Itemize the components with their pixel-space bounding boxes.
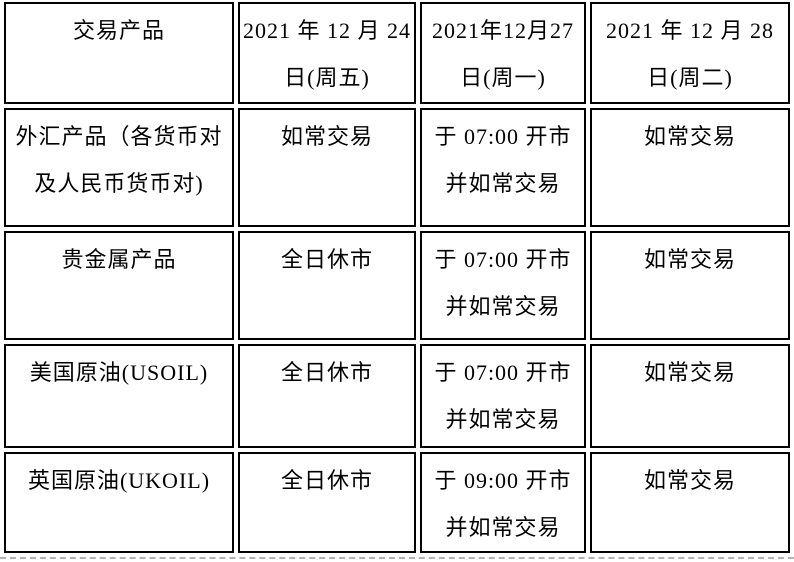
schedule-text: 如常交易 (643, 360, 736, 385)
header-text: 2021年12月27 (431, 18, 574, 43)
schedule-text: 并如常交易 (445, 515, 561, 540)
header-cell-date-dec28: 2021 年 12 月 28 日(周二) (590, 2, 790, 104)
header-cell-date-dec24: 2021 年 12 月 24 日(周五) (238, 2, 416, 104)
header-text: 日(周五) (284, 65, 370, 90)
schedule-text: 并如常交易 (445, 294, 561, 319)
schedule-cell: 于 07:00 开市 并如常交易 (420, 108, 586, 227)
header-cell-product: 交易产品 (4, 2, 234, 104)
schedule-cell: 如常交易 (590, 452, 790, 553)
schedule-cell: 如常交易 (590, 108, 790, 227)
product-name: 贵金属产品 (61, 247, 177, 272)
table-row-forex: 外汇产品（各货币对 及人民币货币对) 如常交易 于 07:00 开市 并如常交易… (4, 108, 790, 227)
table-row-us-oil: 美国原油(USOIL) 全日休市 于 07:00 开市 并如常交易 如常交易 (4, 344, 790, 448)
product-cell: 外汇产品（各货币对 及人民币货币对) (4, 108, 234, 227)
product-cell: 英国原油(UKOIL) (4, 452, 234, 553)
schedule-text: 如常交易 (643, 124, 736, 149)
schedule-cell: 如常交易 (238, 108, 416, 227)
schedule-text: 如常交易 (643, 468, 736, 493)
schedule-text: 并如常交易 (445, 171, 561, 196)
header-text: 2021 年 12 月 24 (242, 18, 411, 43)
schedule-cell: 如常交易 (590, 344, 790, 448)
schedule-text: 全日休市 (280, 468, 373, 493)
table-row-precious-metals: 贵金属产品 全日休市 于 07:00 开市 并如常交易 如常交易 (4, 231, 790, 340)
schedule-cell: 全日休市 (238, 452, 416, 553)
schedule-text: 于 09:00 开市 (434, 468, 572, 493)
product-cell: 美国原油(USOIL) (4, 344, 234, 448)
schedule-text: 全日休市 (280, 360, 373, 385)
product-name: 及人民币货币对) (34, 171, 204, 196)
schedule-cell: 于 07:00 开市 并如常交易 (420, 344, 586, 448)
product-cell: 贵金属产品 (4, 231, 234, 340)
schedule-text: 并如常交易 (445, 407, 561, 432)
schedule-text: 全日休市 (280, 247, 373, 272)
schedule-cell: 全日休市 (238, 344, 416, 448)
header-cell-date-dec27: 2021年12月27 日(周一) (420, 2, 586, 104)
header-text: 日(周二) (647, 65, 733, 90)
schedule-text: 如常交易 (280, 124, 373, 149)
table-row-uk-oil: 英国原油(UKOIL) 全日休市 于 09:00 开市 并如常交易 如常交易 (4, 452, 790, 553)
product-name: 美国原油(USOIL) (29, 360, 209, 385)
schedule-cell: 于 09:00 开市 并如常交易 (420, 452, 586, 553)
table-header-row: 交易产品 2021 年 12 月 24 日(周五) 2021年12月27 日(周… (4, 2, 790, 104)
header-text: 交易产品 (72, 18, 165, 43)
product-name: 英国原油(UKOIL) (27, 468, 211, 493)
schedule-cell: 于 07:00 开市 并如常交易 (420, 231, 586, 340)
schedule-text: 于 07:00 开市 (434, 124, 572, 149)
schedule-text: 于 07:00 开市 (434, 247, 572, 272)
schedule-text: 于 07:00 开市 (434, 360, 572, 385)
schedule-cell: 如常交易 (590, 231, 790, 340)
header-text: 日(周一) (460, 65, 546, 90)
schedule-text: 如常交易 (643, 247, 736, 272)
header-text: 2021 年 12 月 28 (605, 18, 774, 43)
page-break-dashed-line (0, 557, 794, 559)
schedule-cell: 全日休市 (238, 231, 416, 340)
product-name: 外汇产品（各货币对 (15, 124, 223, 149)
